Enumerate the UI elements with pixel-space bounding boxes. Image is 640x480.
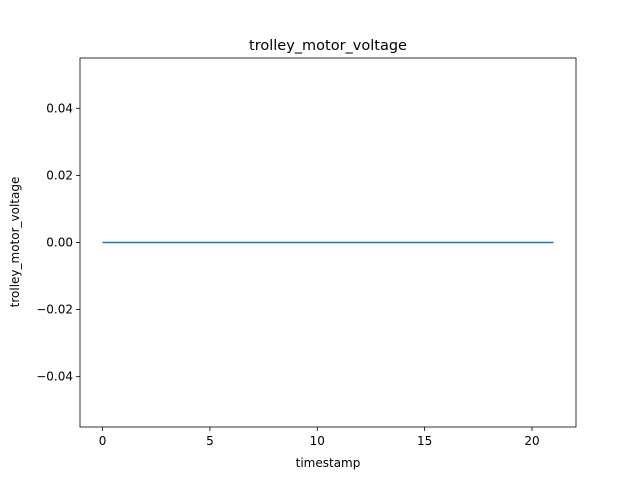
y-axis-label: trolley_motor_voltage: [8, 177, 22, 308]
y-tick-label: 0.02: [46, 168, 73, 182]
y-tick-label: −0.02: [36, 303, 73, 317]
y-tick-label: −0.04: [36, 370, 73, 384]
axes: 0 5 10 15 20 −0.04 −0.02 0.00 0.02 0.04: [36, 57, 577, 448]
x-tick-label: 0: [99, 434, 107, 448]
x-tick-label: 10: [310, 434, 325, 448]
y-tick-label: 0.00: [46, 236, 73, 250]
x-tick-label: 15: [417, 434, 432, 448]
x-tick-label: 5: [206, 434, 214, 448]
chart-title: trolley_motor_voltage: [249, 38, 407, 54]
y-tick-label: 0.04: [46, 101, 73, 115]
x-tick-label: 20: [524, 434, 539, 448]
x-axis-label: timestamp: [296, 456, 361, 470]
